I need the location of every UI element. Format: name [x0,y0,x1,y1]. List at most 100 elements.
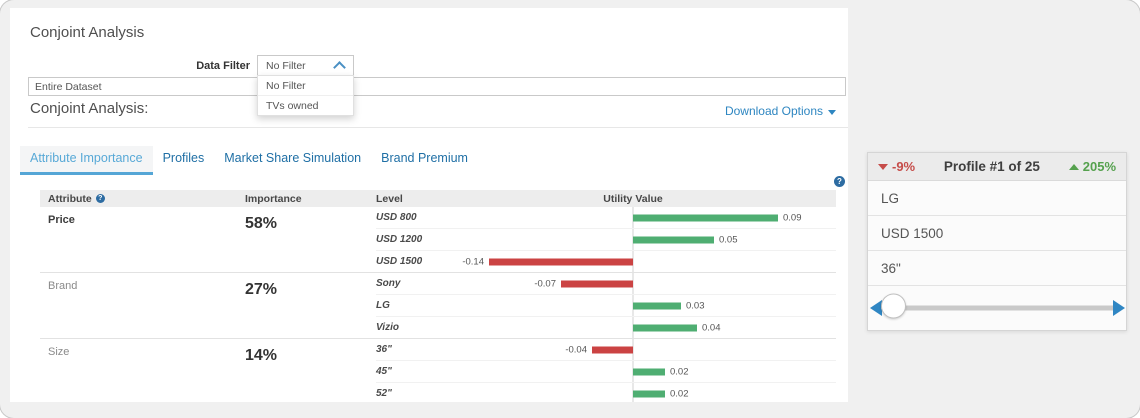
zero-axis-line [632,273,634,294]
utility-bar-value: -0.04 [565,344,587,355]
attribute-group-price: Price 58% USD 800 0.09 USD 1200 [40,207,836,272]
utility-bar [489,258,633,265]
decrease-value: -9% [892,159,916,174]
level-label: Vizio [376,322,399,333]
level-row: 52" 0.02 [376,383,836,402]
utility-bar-value: 0.09 [783,212,802,223]
zero-axis-line [632,251,634,272]
slider-prev-arrow-icon[interactable] [870,300,882,316]
level-label: USD 800 [376,212,417,223]
tab-profiles[interactable]: Profiles [162,151,205,165]
levels-price: USD 800 0.09 USD 1200 0.05 [376,207,836,272]
utility-bar [633,368,665,375]
attribute-importance-value: 27% [245,281,278,298]
slider-handle[interactable] [881,293,906,319]
page-title: Conjoint Analysis [30,24,145,41]
increase-value: 205% [1082,159,1116,174]
attribute-help-icon[interactable]: ? [95,194,105,203]
level-label: 45" [376,366,392,377]
download-options-label: Download Options [724,104,823,118]
utility-bar-value: 0.03 [686,300,705,311]
tab-bar: Attribute Importance Profiles Market Sha… [20,146,478,175]
attribute-importance-value: 14% [245,347,278,364]
profile-slider [868,286,1126,330]
profile-title: Profile #1 of 25 [943,159,1040,174]
attribute-name: Size [48,346,70,358]
level-label: LG [376,300,390,311]
level-label: USD 1500 [376,256,423,267]
utility-bar [633,324,697,331]
utility-bar-value: 0.02 [670,366,689,377]
level-row: Sony -0.07 [376,273,836,295]
caret-down-icon [828,109,836,115]
level-row: USD 1500 -0.14 [376,251,836,272]
profile-increase: 205% [1068,159,1116,174]
data-filter-dropdown-menu: No Filter TVs owned [257,75,354,116]
level-label: 52" [376,388,392,399]
utility-bar [633,214,778,221]
attribute-group-size: Size 14% 36" -0.04 45" [40,338,836,402]
column-header-level: Level [376,192,403,205]
profile-decrease: -9% [878,159,915,174]
attribute-group-brand: Brand 27% Sony -0.07 LG [40,272,836,338]
section-divider [28,127,848,128]
profile-panel-header: -9% Profile #1 of 25 205% [868,153,1126,181]
slider-track[interactable] [881,305,1116,311]
triangle-down-icon [878,163,888,170]
profile-row-size: 36" [868,251,1126,286]
utility-bar [561,280,633,287]
utility-bar-cell: 0.02 [486,361,836,382]
utility-bar-value: -0.07 [534,278,556,289]
level-row: USD 1200 0.05 [376,229,836,251]
download-options-button[interactable]: Download Options [725,104,836,118]
attribute-name: Brand [48,280,78,292]
tab-market-share-simulation[interactable]: Market Share Simulation [224,151,362,165]
profile-panel: -9% Profile #1 of 25 205% LG USD 1500 36… [867,152,1127,331]
levels-brand: Sony -0.07 LG 0.03 [376,273,836,338]
utility-bar-cell: 0.05 [486,229,836,250]
tab-attribute-importance[interactable]: Attribute Importance [20,146,153,175]
utility-bar-value: -0.14 [462,256,484,267]
utility-bar [633,390,665,397]
filter-option-tvs-owned[interactable]: TVs owned [258,95,353,115]
utility-bar [633,302,681,309]
attribute-importance-value: 58% [245,215,278,232]
utility-bar-cell: 0.03 [486,295,836,316]
tab-brand-premium[interactable]: Brand Premium [381,151,468,165]
profile-row-price: USD 1500 [868,216,1126,251]
filter-option-no-filter[interactable]: No Filter [266,79,306,92]
attribute-name: Price [48,214,75,226]
attribute-header-label: Attribute [48,192,92,205]
utility-bar-value: 0.04 [702,322,721,333]
utility-bar-cell: 0.02 [486,383,836,402]
utility-bar-cell: -0.07 [486,273,836,294]
column-header-rest: Level Utility Value [376,190,836,207]
level-label: 36" [376,344,392,355]
level-row: 45" 0.02 [376,361,836,383]
level-row: USD 800 0.09 [376,207,836,229]
utility-bar-cell: 0.09 [486,207,836,228]
utility-bar-value: 0.02 [670,388,689,399]
level-label: USD 1200 [376,234,423,245]
data-filter-select[interactable]: No Filter [257,55,354,77]
levels-size: 36" -0.04 45" 0.02 [376,339,836,402]
utility-bar-cell: -0.14 [462,251,836,272]
triangle-up-icon [1068,163,1079,170]
section-title: Conjoint Analysis: [30,100,149,117]
utility-bar-cell: -0.04 [486,339,836,360]
dataset-input[interactable] [28,77,846,96]
chevron-up-icon [333,61,346,74]
data-filter-label: Data Filter [196,60,250,72]
level-row: 36" -0.04 [376,339,836,361]
level-label: Sony [376,278,401,289]
slider-next-arrow-icon[interactable] [1113,300,1125,316]
utility-bar [633,236,714,243]
profile-row-brand: LG [868,181,1126,216]
main-panel: Conjoint Analysis Data Filter No Filter … [10,8,848,402]
column-header-importance: Importance [245,192,302,205]
level-row: Vizio 0.04 [376,317,836,338]
utility-bar-cell: 0.04 [486,317,836,338]
table-help-icon[interactable]: ? [834,176,845,187]
zero-axis-line [632,339,634,360]
